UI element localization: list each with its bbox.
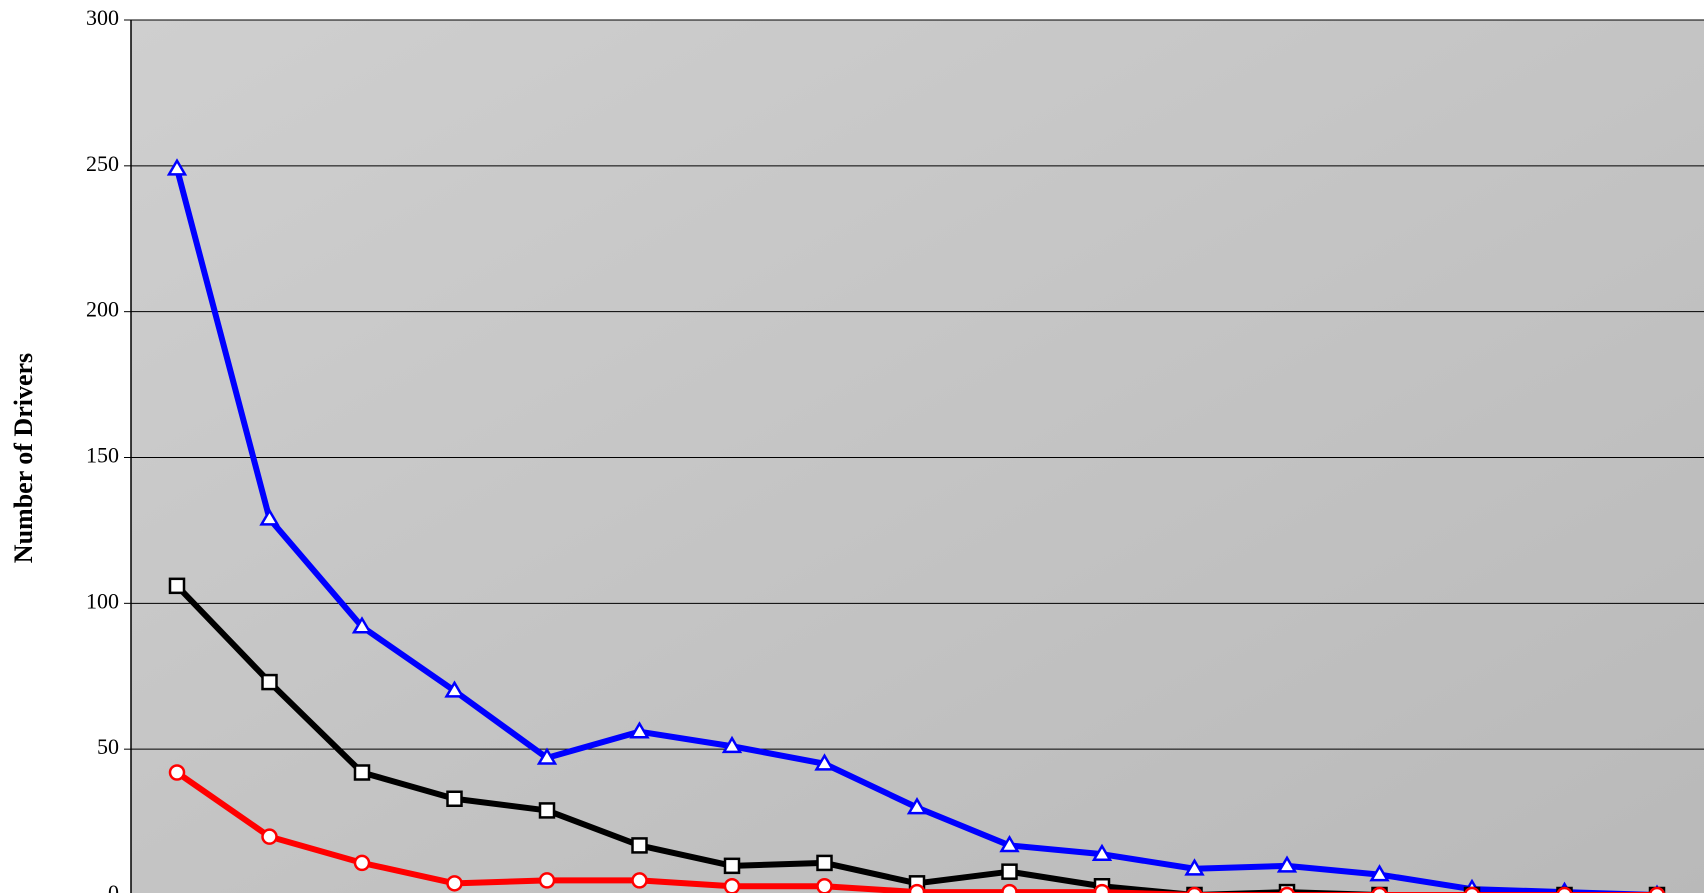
marker	[723, 878, 741, 893]
marker	[1371, 886, 1388, 893]
y-tick-label: 100	[86, 588, 119, 613]
marker	[721, 735, 743, 754]
marker	[1093, 883, 1111, 893]
marker	[1278, 886, 1296, 893]
marker	[353, 764, 371, 781]
marker	[814, 753, 835, 771]
marker	[166, 158, 188, 176]
y-tick-label: 250	[86, 151, 119, 176]
marker	[908, 883, 926, 893]
marker	[353, 854, 371, 872]
marker	[261, 828, 278, 845]
marker	[261, 673, 278, 691]
marker	[1184, 858, 1205, 876]
marker	[1091, 843, 1113, 862]
y-tick-label: 300	[86, 5, 119, 30]
marker	[723, 857, 741, 875]
marker	[1463, 886, 1481, 893]
marker	[446, 875, 463, 892]
marker	[906, 797, 928, 815]
marker	[444, 680, 465, 698]
marker	[631, 837, 648, 854]
marker	[168, 764, 186, 781]
marker	[536, 747, 558, 765]
marker	[1186, 886, 1203, 893]
marker	[1001, 863, 1018, 880]
marker	[816, 854, 833, 872]
y-tick-label: 0	[108, 880, 119, 893]
marker	[629, 721, 650, 739]
marker	[168, 577, 186, 595]
plot: 0 50 100 150 200 250 300	[86, 5, 1704, 893]
marker	[999, 834, 1020, 853]
marker	[1556, 886, 1573, 893]
marker	[538, 872, 556, 889]
marker	[351, 616, 373, 634]
marker	[1369, 864, 1390, 882]
y-tick-label: 200	[86, 297, 119, 322]
y-tick-label: 50	[97, 734, 119, 759]
marker	[631, 872, 648, 889]
marker	[446, 790, 463, 807]
marker	[816, 878, 833, 893]
marker	[1001, 883, 1018, 893]
plot-background	[131, 20, 1704, 893]
marker	[1276, 855, 1298, 873]
marker	[538, 802, 556, 819]
marker	[259, 508, 280, 526]
marker	[1648, 886, 1666, 893]
y-axis-title: Number of Drivers	[9, 353, 38, 563]
y-tick-label: 150	[86, 443, 119, 468]
